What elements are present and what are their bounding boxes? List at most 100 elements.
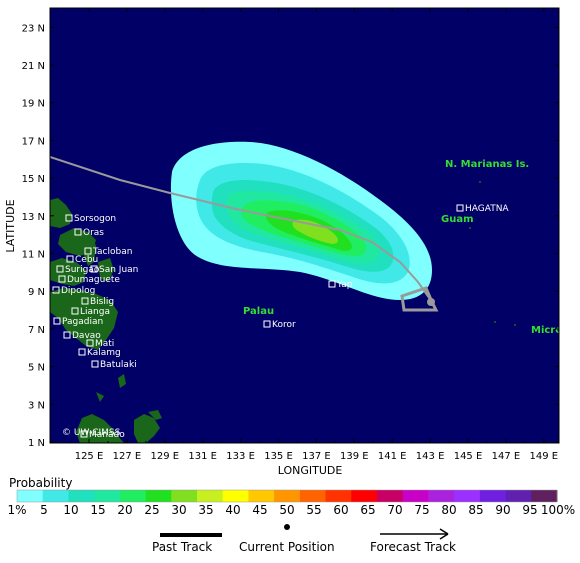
lon-tick-label: 145 E (454, 451, 483, 462)
watermark: © UW-CIMSS (62, 428, 121, 438)
legend-tick-label: 60 (333, 503, 349, 517)
place-marker (263, 320, 271, 328)
lon-tick-label: 127 E (113, 451, 142, 462)
region-label: N. Marianas Is. (445, 159, 529, 170)
place-label: Lianga (80, 307, 110, 317)
legend-tick-label: 100% (540, 503, 576, 517)
lat-tick-label: 23 N (22, 23, 45, 34)
lat-tick-label: 21 N (22, 61, 45, 72)
legend-tick-label: 85 (468, 503, 484, 517)
current-position-dot (427, 298, 435, 306)
lat-tick-label: 5 N (28, 363, 45, 374)
place-marker (84, 247, 92, 255)
legend-tick-label: 10 (63, 503, 79, 517)
place-label: San Juan (99, 265, 138, 275)
lat-tick-label: 15 N (22, 174, 45, 185)
legend-tick-label: 95 (522, 503, 538, 517)
y-axis-title: LATITUDE (4, 199, 17, 252)
lon-tick-label: 135 E (264, 451, 293, 462)
lat-tick-label: 17 N (22, 136, 45, 147)
place-label: Davao (72, 331, 101, 341)
region-labels: N. Marianas Is. Guam Palau Micro (243, 159, 562, 336)
past-track-label: Past Track (152, 540, 213, 554)
forecast-arrow-head (439, 528, 449, 540)
legend-tick-label: 65 (360, 503, 376, 517)
place-label: Koror (272, 320, 296, 330)
legend-colorbar (16, 489, 558, 503)
place-marker (58, 275, 66, 283)
place-label: Batulaki (100, 360, 137, 370)
lon-tick-label: 131 E (188, 451, 217, 462)
legend-swatch (222, 490, 249, 502)
past-track-line (50, 156, 433, 303)
lat-tick-label: 13 N (22, 212, 45, 223)
lon-tick-label: 133 E (226, 451, 255, 462)
forecast-track-label: Forecast Track (370, 540, 456, 554)
place-label: Dipolog (61, 286, 95, 296)
place-label: HAGATNA (465, 204, 509, 214)
legend-swatch (351, 490, 378, 502)
legend-tick-label: 50 (279, 503, 295, 517)
place-marker (456, 204, 464, 212)
place-marker (81, 297, 89, 305)
legend-tick-label: 80 (441, 503, 457, 517)
legend-title: Probability (9, 476, 73, 490)
legend-swatch (428, 490, 455, 502)
legend-tick-label: 40 (225, 503, 241, 517)
place-label: Cebu (75, 255, 98, 265)
legend-border (16, 489, 558, 503)
place-marker (56, 265, 64, 273)
legend-swatch (68, 490, 95, 502)
place-marker (71, 307, 79, 315)
legend-swatch (505, 490, 532, 502)
lat-tick-label: 9 N (28, 287, 45, 298)
lon-tick-label: 147 E (492, 451, 521, 462)
place-label: Sorsogon (74, 214, 116, 224)
place-label: Pagadian (62, 317, 103, 327)
legend-swatch (42, 490, 69, 502)
lon-tick-label: 125 E (75, 451, 104, 462)
place-marker (74, 228, 82, 236)
place-marker (66, 255, 74, 263)
legend-tick-label: 55 (306, 503, 322, 517)
legend-swatch (171, 490, 198, 502)
legend-tick-label: 30 (171, 503, 187, 517)
legend-swatch (197, 490, 224, 502)
lat-tick-label: 3 N (28, 400, 45, 411)
place-label: Bislig (90, 297, 114, 307)
place-marker (63, 331, 71, 339)
lon-tick-label: 139 E (340, 451, 369, 462)
legend-swatch (402, 490, 429, 502)
legend-tick-label: 25 (144, 503, 160, 517)
region-label: Palau (243, 306, 274, 317)
place-marker (91, 360, 99, 368)
lon-tick-label: 143 E (416, 451, 445, 462)
place-label: Manado (89, 430, 125, 440)
lat-tick-label: 11 N (22, 250, 45, 261)
legend-swatch (119, 490, 147, 502)
place-marker (328, 280, 336, 288)
region-label: Micro (531, 325, 562, 336)
region-label: Guam (441, 214, 474, 225)
land-masses (50, 181, 516, 443)
legend-swatch (248, 490, 275, 502)
place-label: Kalamg (87, 348, 121, 358)
place-label: Surigao (65, 265, 100, 275)
place-marker (78, 348, 86, 356)
x-axis-title: LONGITUDE (278, 464, 343, 477)
place-marker (65, 214, 73, 222)
legend-tick-label: 5 (40, 503, 48, 517)
place-marker (80, 430, 88, 438)
current-position-symbol (284, 524, 290, 530)
lon-tick-label: 149 E (530, 451, 559, 462)
axis-ticks: 125 E 127 E 129 E 131 E 133 E 135 E 137 E 139 E… (22, 8, 559, 462)
place-label: Oras (83, 228, 104, 238)
current-position-label: Current Position (239, 540, 335, 554)
swath-band-7 (292, 219, 338, 244)
forecast-track-line (400, 286, 439, 312)
legend-swatch (325, 490, 352, 502)
legend-swatch (454, 490, 481, 502)
place-marker (53, 317, 61, 325)
